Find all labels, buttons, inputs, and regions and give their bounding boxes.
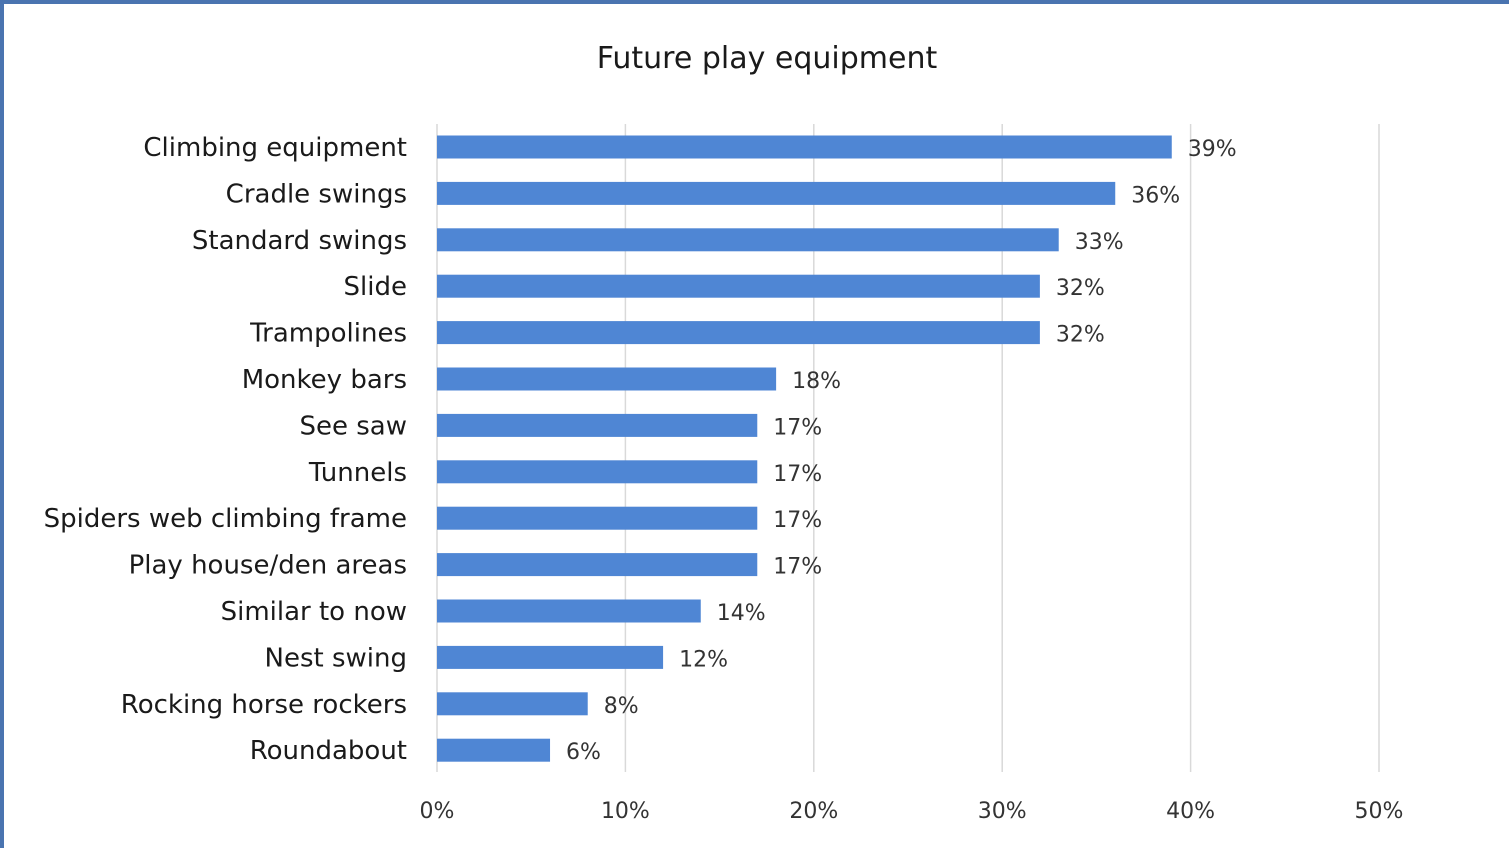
bar	[437, 228, 1059, 252]
bar	[437, 135, 1172, 159]
bar	[437, 645, 664, 669]
data-label: 17%	[773, 508, 822, 533]
x-tick-label: 50%	[1355, 799, 1404, 824]
data-label: 8%	[604, 694, 639, 719]
bar	[437, 553, 758, 577]
bar	[437, 413, 758, 437]
data-label: 33%	[1075, 230, 1124, 255]
category-label: Spiders web climbing frame	[44, 504, 407, 534]
data-label: 36%	[1131, 183, 1180, 208]
bars	[437, 135, 1172, 762]
data-label: 14%	[717, 601, 766, 626]
category-label: Monkey bars	[242, 365, 407, 395]
x-tick-label: 40%	[1166, 799, 1215, 824]
data-label: 6%	[566, 740, 601, 765]
category-label: Standard swings	[192, 226, 407, 256]
x-tick-label: 20%	[789, 799, 838, 824]
bar	[437, 367, 777, 391]
data-label: 18%	[792, 369, 841, 394]
category-labels: Climbing equipment Cradle swings Standard …	[44, 133, 407, 766]
category-label: Roundabout	[250, 736, 407, 766]
data-labels: 39% 36% 33% 32% 32% 18% 17% 17% 17% 17% 14% 12% 8%6%	[566, 137, 1237, 765]
x-tick-label: 10%	[601, 799, 650, 824]
data-label: 17%	[773, 555, 822, 580]
data-label: 32%	[1056, 276, 1105, 301]
bar	[437, 738, 551, 762]
bar	[437, 506, 758, 530]
category-label: Cradle swings	[226, 179, 407, 209]
bar-chart: Future play equipment Climbing equipment…	[44, 41, 1404, 824]
gridlines	[436, 124, 1380, 772]
bar	[437, 181, 1116, 205]
category-label: Play house/den areas	[129, 551, 407, 581]
bar	[437, 274, 1040, 298]
category-label: See saw	[299, 411, 407, 441]
category-label: Climbing equipment	[143, 133, 407, 163]
category-label: Slide	[344, 272, 407, 302]
x-tick-label: 0%	[420, 799, 455, 824]
category-label: Rocking horse rockers	[121, 690, 407, 720]
bar	[437, 460, 758, 484]
category-label: Tunnels	[308, 458, 407, 488]
data-label: 32%	[1056, 323, 1105, 348]
category-label: Trampolines	[249, 319, 407, 349]
x-axis-tick-labels: 0% 10% 20% 30% 40% 50%	[420, 799, 1404, 824]
data-label: 39%	[1188, 137, 1237, 162]
bar	[437, 321, 1040, 345]
data-label: 12%	[679, 647, 728, 672]
category-label: Similar to now	[221, 597, 407, 627]
category-label: Nest swing	[265, 643, 407, 673]
bar	[437, 692, 588, 716]
data-label: 17%	[773, 415, 822, 440]
data-label: 17%	[773, 462, 822, 487]
bar	[437, 599, 701, 623]
x-tick-label: 30%	[978, 799, 1027, 824]
chart-title: Future play equipment	[597, 41, 938, 76]
